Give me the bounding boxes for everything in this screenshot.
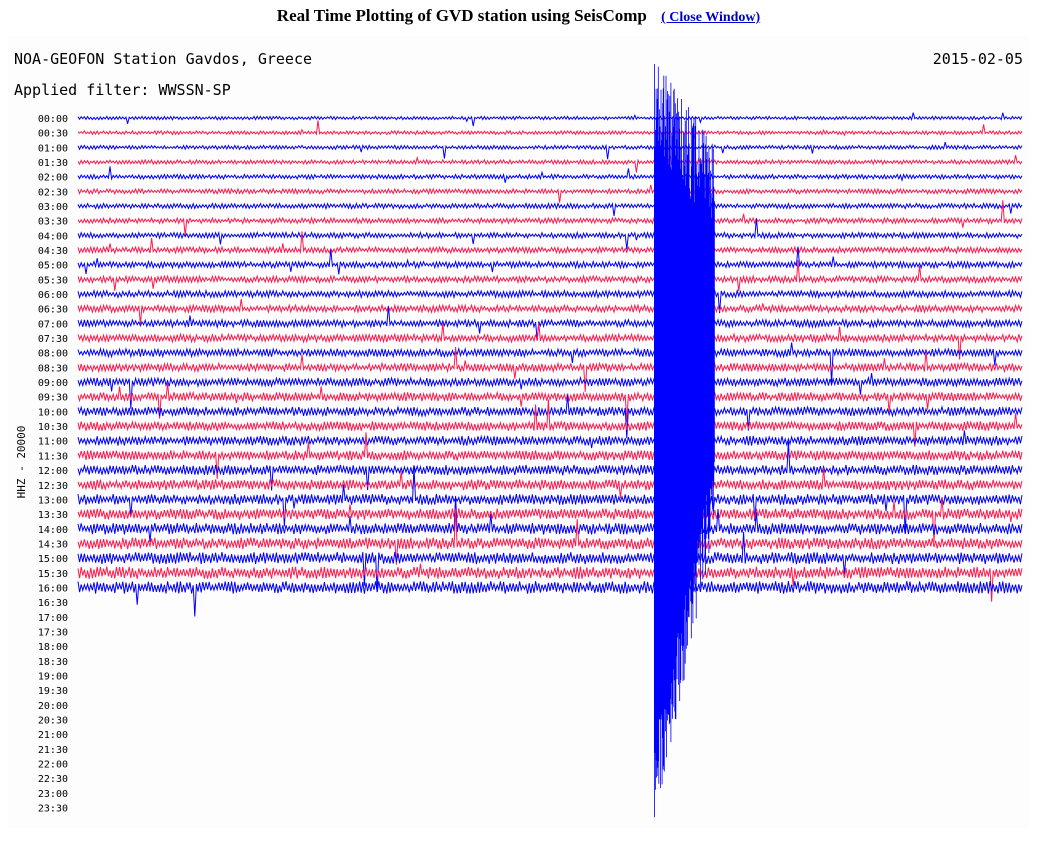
trace-line	[77, 322, 1023, 360]
y-tick-label: 22:00	[38, 759, 68, 770]
trace-line	[77, 141, 1023, 160]
y-tick-label: 02:30	[38, 187, 68, 198]
trace-line	[77, 306, 1023, 341]
y-tick-label: 01:00	[38, 143, 68, 154]
event-burst	[654, 64, 715, 818]
y-tick-label: 11:00	[38, 437, 68, 448]
trace-line	[77, 299, 1023, 325]
seismogram-svg: NOA-GEOFON Station Gavdos, Greece 2015-0…	[14, 50, 1023, 818]
trace-line	[77, 441, 1023, 491]
trace-line	[77, 399, 1023, 447]
y-tick-label: 10:00	[38, 407, 68, 418]
y-tick-label: 16:30	[38, 598, 68, 609]
page-title: Real Time Plotting of GVD station using …	[276, 6, 647, 25]
y-tick-label: 16:00	[38, 583, 68, 594]
y-tick-label: 12:30	[38, 481, 68, 492]
y-tick-label: 19:30	[38, 686, 68, 697]
y-tick-label: 09:30	[38, 393, 68, 404]
y-tick-label: 21:30	[38, 745, 68, 756]
trace-line	[77, 467, 1023, 534]
trace-line	[77, 430, 1023, 449]
y-tick-label: 13:30	[38, 510, 68, 521]
trace-line	[77, 383, 1023, 423]
y-tick-label: 21:00	[38, 730, 68, 741]
y-tick-label: 18:00	[38, 642, 68, 653]
y-tick-label: 01:30	[38, 158, 68, 169]
y-tick-label: 14:00	[38, 525, 68, 536]
y-tick-label: 17:00	[38, 613, 68, 624]
trace-line	[77, 444, 1023, 499]
trace-line	[77, 246, 1023, 275]
trace-line	[77, 155, 1023, 173]
y-tick-label: 05:00	[38, 261, 68, 272]
trace-line	[77, 531, 1023, 592]
trace-line	[77, 496, 1023, 542]
trace-line	[77, 288, 1023, 314]
y-tick-label: 13:00	[38, 495, 68, 506]
y-tick-label: 08:00	[38, 349, 68, 360]
filter-label: Applied filter: WWSSN-SP	[14, 81, 231, 99]
plot-date: 2015-02-05	[933, 50, 1023, 68]
channel-label: HHZ - 20000	[15, 426, 28, 499]
trace-line	[77, 373, 1023, 409]
y-axis-ticks: 00:00 00:30 01:00 01:30 02:00 02:30 03:00 03:30…	[38, 114, 68, 814]
trace-line	[77, 563, 1023, 602]
trace-line	[77, 218, 1023, 250]
y-tick-label: 09:00	[38, 378, 68, 389]
y-tick-label: 19:00	[38, 671, 68, 682]
y-tick-label: 04:00	[38, 231, 68, 242]
y-tick-label: 14:30	[38, 539, 68, 550]
y-tick-label: 03:30	[38, 217, 68, 228]
y-tick-label: 05:30	[38, 275, 68, 286]
trace-line	[77, 342, 1023, 383]
trace-line	[77, 508, 1023, 565]
y-tick-label: 03:00	[38, 202, 68, 213]
station-title: NOA-GEOFON Station Gavdos, Greece	[14, 50, 312, 68]
trace-line	[77, 432, 1023, 479]
y-tick-label: 15:30	[38, 569, 68, 580]
y-tick-label: 07:30	[38, 334, 68, 345]
y-tick-label: 00:30	[38, 129, 68, 140]
y-tick-label: 10:30	[38, 422, 68, 433]
trace-line	[77, 202, 1023, 217]
y-tick-label: 23:30	[38, 803, 68, 814]
y-tick-label: 15:00	[38, 554, 68, 565]
trace-line	[77, 180, 1023, 203]
trace-line	[77, 495, 1023, 543]
trace-line	[77, 581, 1023, 617]
y-tick-label: 07:00	[38, 319, 68, 330]
trace-line	[77, 394, 1023, 439]
trace-line	[77, 120, 1023, 140]
y-tick-label: 08:30	[38, 363, 68, 374]
trace-line	[77, 112, 1023, 127]
y-tick-label: 06:00	[38, 290, 68, 301]
y-tick-label: 04:30	[38, 246, 68, 257]
y-tick-label: 22:30	[38, 774, 68, 785]
trace-group	[77, 64, 1023, 818]
y-tick-label: 17:30	[38, 627, 68, 638]
y-tick-label: 18:30	[38, 657, 68, 668]
trace-line	[77, 231, 1023, 255]
close-window-link[interactable]: ( Close Window)	[661, 10, 761, 25]
y-tick-label: 20:00	[38, 701, 68, 712]
y-tick-label: 23:00	[38, 789, 68, 800]
y-tick-label: 00:00	[38, 114, 68, 125]
y-tick-label: 06:30	[38, 305, 68, 316]
y-tick-label: 11:30	[38, 451, 68, 462]
y-tick-label: 02:00	[38, 173, 68, 184]
trace-line	[77, 260, 1023, 292]
trace-line	[77, 166, 1023, 189]
trace-line	[77, 346, 1023, 392]
seismogram-plot: NOA-GEOFON Station Gavdos, Greece 2015-0…	[8, 36, 1030, 828]
y-tick-label: 12:00	[38, 466, 68, 477]
trace-line	[77, 200, 1023, 236]
page-header: Real Time Plotting of GVD station using …	[0, 6, 1037, 28]
y-tick-label: 20:30	[38, 715, 68, 726]
